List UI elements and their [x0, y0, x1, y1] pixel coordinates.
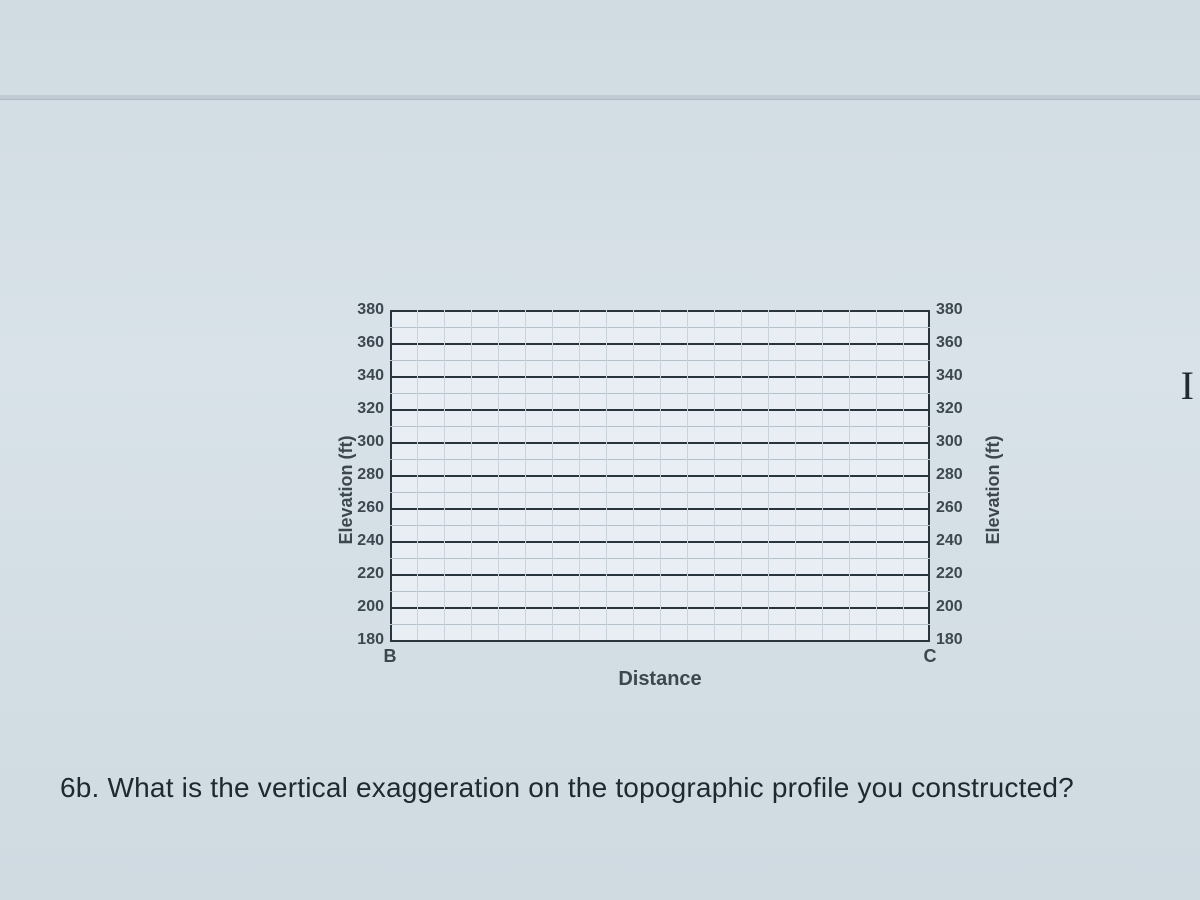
gridline — [390, 640, 930, 642]
x-endpoint-left: B — [384, 646, 397, 667]
vgridline — [876, 310, 877, 640]
ytick-right: 200 — [930, 598, 978, 616]
window-divider — [0, 95, 1200, 100]
chart-plot-area: B C Distance 380380360360340340320320300… — [390, 310, 930, 640]
vgridline — [417, 310, 418, 640]
ytick-right: 180 — [930, 631, 978, 649]
vgridline — [633, 310, 634, 640]
ytick-right: 240 — [930, 532, 978, 550]
ytick-right: 380 — [930, 301, 978, 319]
ytick-right: 260 — [930, 499, 978, 517]
question-text: 6b. What is the vertical exaggeration on… — [60, 772, 1140, 804]
ytick-left: 380 — [342, 301, 390, 319]
x-axis-label: Distance — [618, 668, 701, 691]
vgridline — [849, 310, 850, 640]
vgridline — [903, 310, 904, 640]
ytick-left: 260 — [342, 499, 390, 517]
question-body: What is the vertical exaggeration on the… — [108, 772, 1074, 803]
vgridline — [606, 310, 607, 640]
vgridline — [444, 310, 445, 640]
ytick-right: 280 — [930, 466, 978, 484]
ytick-left: 240 — [342, 532, 390, 550]
vgridline — [714, 310, 715, 640]
topographic-profile-chart: Elevation (ft) Elevation (ft) B C Distan… — [350, 310, 990, 670]
ytick-left: 180 — [342, 631, 390, 649]
vgridline — [795, 310, 796, 640]
vgridline — [498, 310, 499, 640]
ytick-left: 200 — [342, 598, 390, 616]
ytick-left: 320 — [342, 400, 390, 418]
vgridline — [741, 310, 742, 640]
vgridline — [552, 310, 553, 640]
ytick-right: 340 — [930, 367, 978, 385]
vgridline — [471, 310, 472, 640]
ytick-left: 340 — [342, 367, 390, 385]
y-axis-label-right: Elevation (ft) — [983, 435, 1004, 544]
ytick-left: 300 — [342, 433, 390, 451]
ytick-right: 320 — [930, 400, 978, 418]
vgridline — [660, 310, 661, 640]
vgridline — [822, 310, 823, 640]
ytick-right: 300 — [930, 433, 978, 451]
ytick-left: 360 — [342, 334, 390, 352]
vgridline — [525, 310, 526, 640]
x-endpoint-right: C — [924, 646, 937, 667]
ytick-right: 360 — [930, 334, 978, 352]
vgridline — [687, 310, 688, 640]
vgridline — [768, 310, 769, 640]
ytick-right: 220 — [930, 565, 978, 583]
ytick-left: 280 — [342, 466, 390, 484]
question-number: 6b. — [60, 772, 100, 803]
text-cursor-icon: I — [1181, 362, 1194, 409]
vgridline — [579, 310, 580, 640]
y-axis-label-left: Elevation (ft) — [336, 435, 357, 544]
ytick-left: 220 — [342, 565, 390, 583]
